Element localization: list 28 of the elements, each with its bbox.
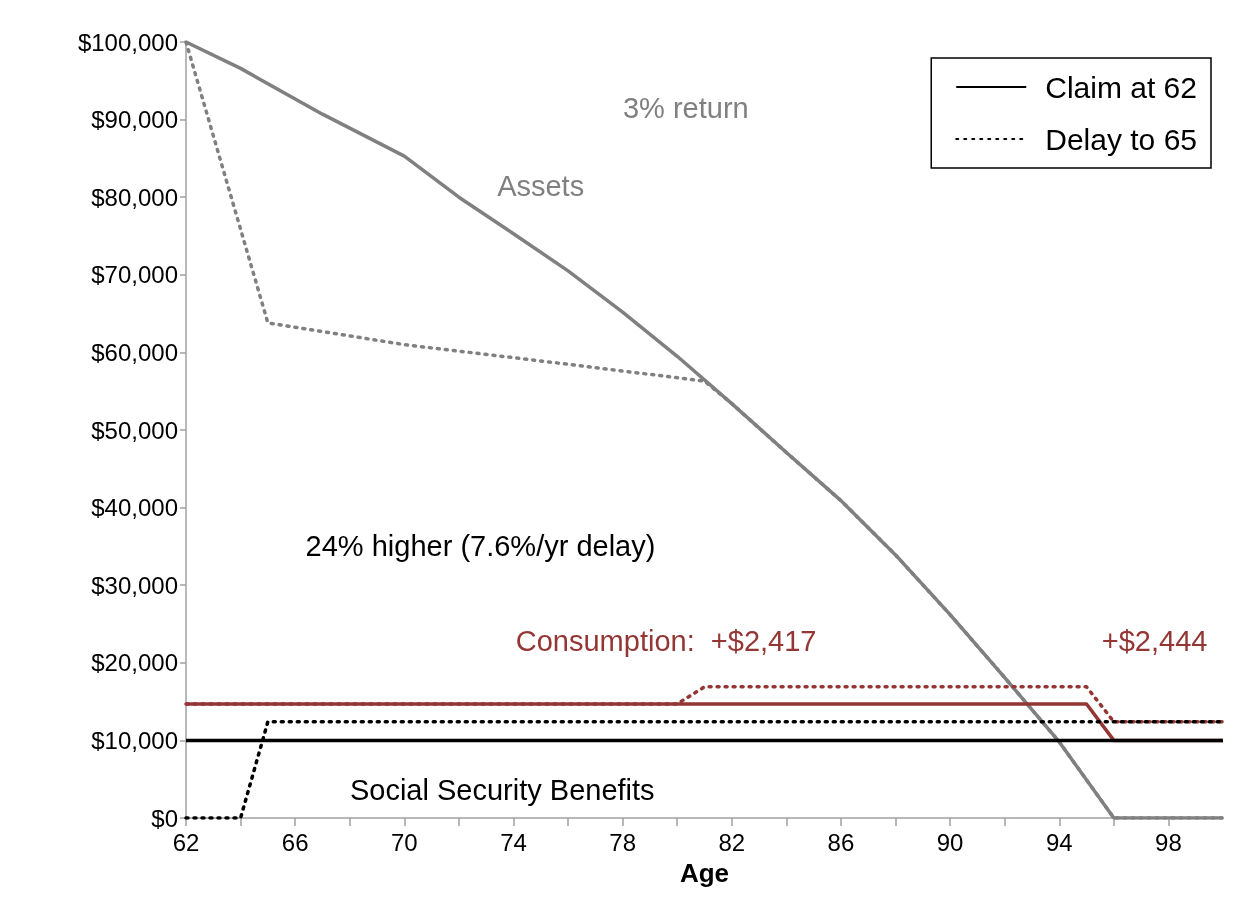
x-tick-label: 86 (827, 828, 855, 856)
x-axis-title: Age (679, 858, 730, 888)
annotation: Consumption: +$2,417 (515, 625, 817, 658)
y-tick-label: $20,000 (91, 649, 178, 677)
annotation: Social Security Benefits (349, 774, 655, 807)
annotation: +$2,444 (1101, 625, 1208, 658)
legend-label: Delay to 65 (1045, 122, 1198, 156)
x-tick-label: 90 (936, 828, 964, 856)
x-tick-label: 82 (718, 828, 746, 856)
x-tick-label: 66 (281, 828, 309, 856)
y-tick-label: $60,000 (91, 338, 178, 366)
y-tick-label: $50,000 (91, 416, 178, 444)
x-tick-label: 94 (1045, 828, 1073, 856)
y-tick-label: $10,000 (91, 726, 178, 754)
x-tick-label: 78 (609, 828, 636, 856)
y-tick-label: $30,000 (91, 571, 178, 599)
x-tick-label: 70 (390, 828, 418, 856)
x-tick-label: 74 (500, 828, 527, 856)
y-tick-label: $100,000 (77, 28, 178, 56)
y-tick-label: $70,000 (91, 261, 178, 289)
y-tick-label: $90,000 (91, 106, 178, 134)
y-tick-label: $80,000 (91, 183, 178, 211)
x-tick-label: 98 (1155, 828, 1182, 856)
annotation: 24% higher (7.6%/yr delay) (305, 530, 656, 563)
annotation: Assets (497, 170, 585, 203)
y-tick-label: $40,000 (91, 494, 178, 522)
annotation: 3% return (622, 91, 749, 124)
legend-label: Claim at 62 (1045, 70, 1197, 104)
